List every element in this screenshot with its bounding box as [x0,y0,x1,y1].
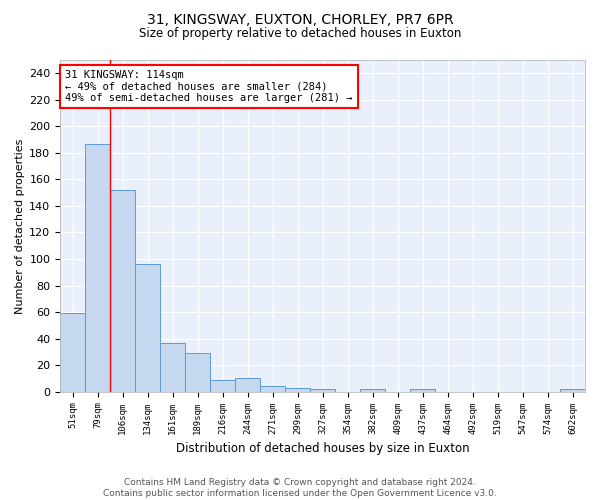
Text: Contains HM Land Registry data © Crown copyright and database right 2024.
Contai: Contains HM Land Registry data © Crown c… [103,478,497,498]
Bar [185,353,210,392]
Bar [60,314,85,392]
Text: 31, KINGSWAY, EUXTON, CHORLEY, PR7 6PR: 31, KINGSWAY, EUXTON, CHORLEY, PR7 6PR [146,12,454,26]
X-axis label: Distribution of detached houses by size in Euxton: Distribution of detached houses by size … [176,442,469,455]
Bar [210,380,235,392]
Bar [360,389,385,392]
Text: Size of property relative to detached houses in Euxton: Size of property relative to detached ho… [139,28,461,40]
Bar [285,388,310,392]
Bar [235,378,260,392]
Bar [110,190,135,392]
Bar [560,389,585,392]
Y-axis label: Number of detached properties: Number of detached properties [15,138,25,314]
Bar [160,342,185,392]
Bar [260,386,285,392]
Bar [410,389,435,392]
Bar [310,389,335,392]
Text: 31 KINGSWAY: 114sqm
← 49% of detached houses are smaller (284)
49% of semi-detac: 31 KINGSWAY: 114sqm ← 49% of detached ho… [65,70,353,103]
Bar [85,144,110,392]
Bar [135,264,160,392]
